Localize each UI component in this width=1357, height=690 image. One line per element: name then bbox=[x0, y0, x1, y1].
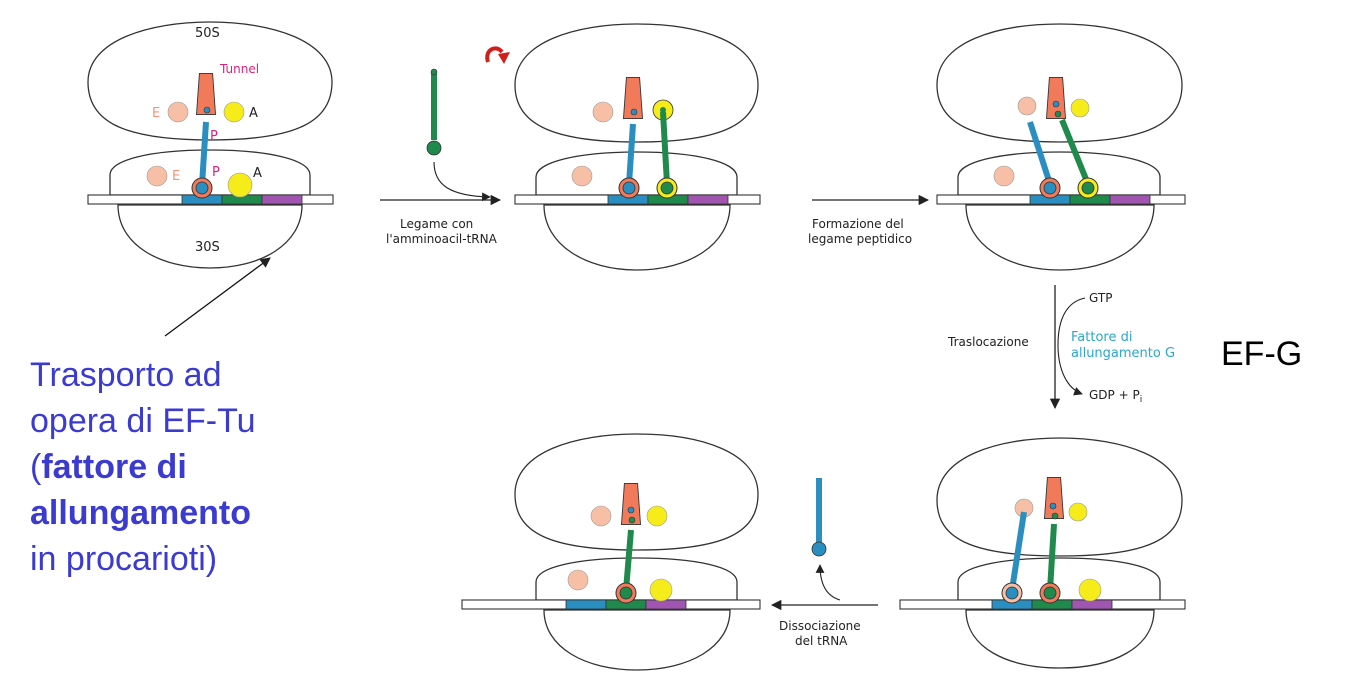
rotate-icon bbox=[485, 46, 504, 63]
peptide-dot bbox=[203, 106, 211, 114]
small-subunit-label: 30S bbox=[195, 240, 220, 255]
annotation-pointer bbox=[164, 257, 271, 337]
step-peptide-bond: Formazione del legame peptidico bbox=[808, 194, 930, 246]
note-line-5: in procarioti) bbox=[30, 540, 217, 578]
a-site-small bbox=[227, 172, 253, 198]
ribosome-panel-peptide bbox=[936, 23, 1186, 271]
note-line-1: Trasporto ad bbox=[30, 356, 222, 394]
large-subunit-label: 50S bbox=[195, 26, 220, 41]
gdp-label: GDP + Pi bbox=[1089, 388, 1142, 405]
note-line-2: opera di EF-Tu bbox=[30, 402, 256, 440]
dissociation-label-1: Dissociazione bbox=[779, 619, 861, 633]
factor-label-2: allungamento G bbox=[1071, 346, 1175, 361]
site-e-large-label: E bbox=[152, 106, 160, 121]
site-e-small-label: E bbox=[172, 169, 180, 184]
ribosome-panel-final bbox=[461, 433, 761, 671]
note-line-3: (fattore di bbox=[30, 448, 187, 486]
binding-label-2: l'amminoacil-tRNA bbox=[386, 232, 498, 246]
peptide-label-2: legame peptidico bbox=[808, 232, 912, 246]
gtp-label: GTP bbox=[1089, 291, 1112, 305]
site-a-large-label: A bbox=[249, 106, 258, 121]
site-p-large-label: P bbox=[210, 129, 218, 144]
p-anticodon bbox=[195, 181, 209, 195]
dissociation-label-2: del tRNA bbox=[795, 634, 848, 648]
step-translocation: Traslocazione GTP Fattore di allungament… bbox=[947, 285, 1302, 410]
p-trna bbox=[199, 121, 209, 186]
ribosome-panel-translocated bbox=[899, 437, 1186, 669]
ribosome-panel-initial: 50S 30S Tunnel E P A E P A bbox=[87, 21, 334, 269]
factor-label-1: Fattore di bbox=[1071, 330, 1132, 345]
a-site-large bbox=[223, 101, 245, 123]
efg-label: EF-G bbox=[1221, 335, 1302, 373]
e-site-small bbox=[146, 165, 168, 187]
peptide-label-1: Formazione del bbox=[812, 217, 904, 231]
site-a-small-label: A bbox=[253, 166, 262, 181]
ef-tu-note: Trasporto ad opera di EF-Tu (fattore di … bbox=[30, 356, 256, 578]
tunnel-label: Tunnel bbox=[219, 62, 259, 76]
step-binding: Legame con l'amminoacil-tRNA bbox=[380, 46, 510, 246]
step-dissociation: Dissociazione del tRNA bbox=[770, 478, 878, 648]
site-p-small-label: P bbox=[212, 165, 220, 180]
ribosome-panel-bound bbox=[514, 23, 761, 271]
translocation-label: Traslocazione bbox=[947, 335, 1029, 349]
binding-label-1: Legame con bbox=[400, 217, 473, 231]
codon-next bbox=[261, 194, 303, 205]
e-site-large bbox=[167, 101, 189, 123]
incoming-trna-anticodon bbox=[426, 140, 442, 156]
small-subunit-bottom bbox=[117, 204, 303, 269]
note-line-4: allungamento bbox=[30, 494, 251, 532]
